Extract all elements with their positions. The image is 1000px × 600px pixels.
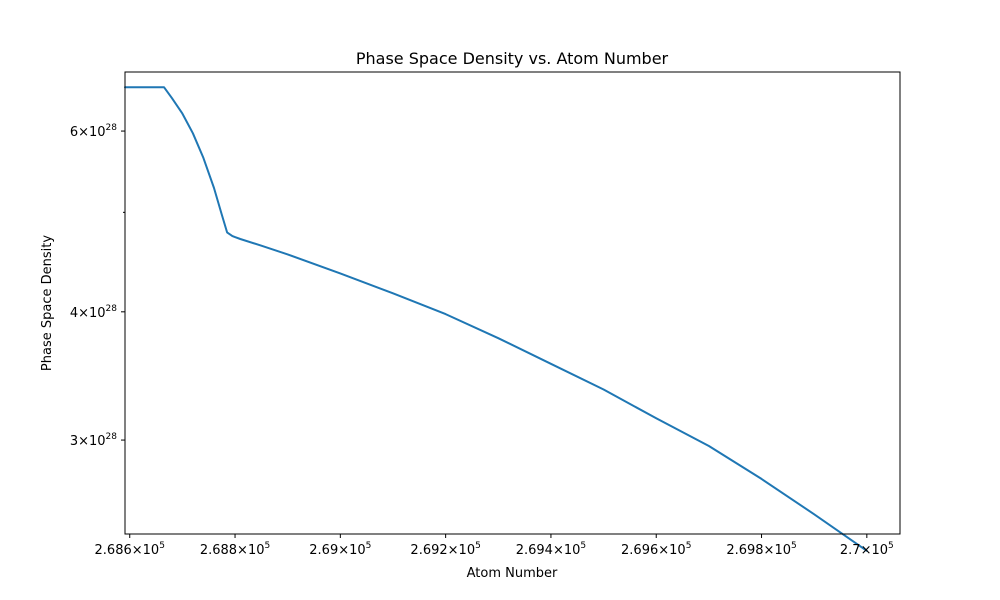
axes-frame <box>124 71 901 535</box>
x-tick-label: 2.696×105 <box>621 541 691 558</box>
y-tick-label: 4×1028 <box>70 304 117 321</box>
x-axis: 2.686×105 2.688×105 2.69×105 2.692×105 2.694… <box>95 534 894 558</box>
y-tick-label: 3×1028 <box>70 432 117 449</box>
x-tick-label: 2.692×105 <box>410 541 480 558</box>
x-axis-label: Atom Number <box>467 566 558 581</box>
chart-title: Phase Space Density vs. Atom Number <box>356 49 669 68</box>
y-axis: 3×1028 4×1028 6×1028 <box>70 123 125 449</box>
x-tick-label: 2.688×105 <box>200 541 270 558</box>
x-tick-label: 2.7×105 <box>840 541 894 558</box>
x-tick-label: 2.686×105 <box>95 541 165 558</box>
x-tick-label: 2.69×105 <box>309 541 371 558</box>
y-axis-label: Phase Space Density <box>40 235 55 371</box>
x-tick-label: 2.698×105 <box>726 541 796 558</box>
y-tick-label: 6×1028 <box>70 123 117 140</box>
x-tick-label: 2.694×105 <box>516 541 586 558</box>
plot-area <box>124 86 868 552</box>
series-line <box>124 86 868 552</box>
